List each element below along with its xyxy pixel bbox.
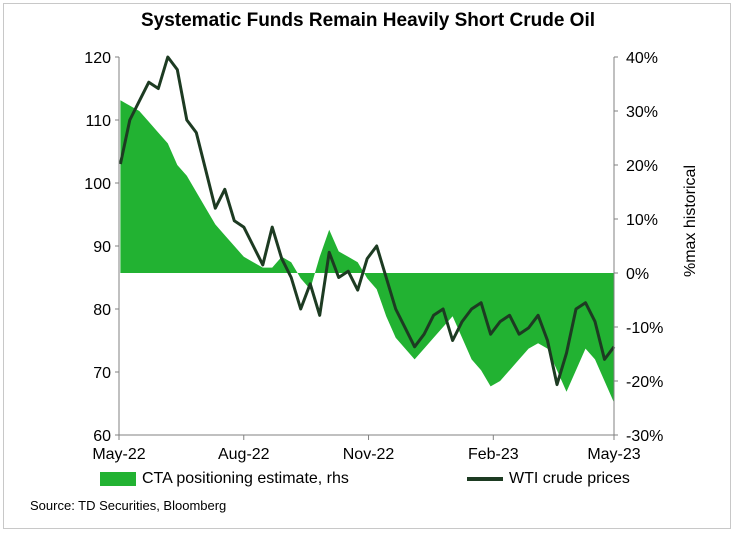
legend-wti: WTI crude prices — [467, 470, 630, 488]
left-tick-label: 90 — [93, 239, 111, 256]
x-tick-label: Feb-23 — [468, 446, 519, 463]
x-tick-label: May-22 — [92, 446, 145, 463]
right-tick-label: 30% — [626, 104, 658, 121]
chart-title: Systematic Funds Remain Heavily Short Cr… — [140, 10, 595, 31]
right-tick-label: 20% — [626, 158, 658, 175]
left-tick-label: 70 — [93, 365, 111, 382]
x-tick-label: Aug-22 — [218, 446, 270, 463]
right-axis-title: %max historical — [682, 165, 699, 277]
source-note: Source: TD Securities, Bloomberg — [30, 498, 227, 513]
chart-frame — [3, 3, 731, 529]
left-tick-label: 100 — [84, 176, 111, 193]
cta-area-series — [120, 100, 615, 403]
x-tick-label: May-23 — [587, 446, 640, 463]
legend-cta-label: CTA positioning estimate, rhs — [142, 470, 349, 487]
right-tick-label: -20% — [626, 374, 663, 391]
left-tick-label: 110 — [85, 113, 111, 130]
right-tick-label: -30% — [626, 428, 663, 445]
left-tick-label: 80 — [93, 302, 111, 319]
legend-cta-swatch — [100, 472, 136, 486]
legend-cta: CTA positioning estimate, rhs — [100, 470, 349, 488]
right-tick-label: 10% — [626, 212, 658, 229]
right-tick-label: 40% — [626, 50, 658, 67]
left-tick-label: 120 — [84, 50, 111, 67]
right-tick-label: 0% — [626, 266, 649, 283]
right-tick-label: -10% — [626, 320, 663, 337]
left-tick-label: 60 — [93, 428, 111, 445]
legend-wti-swatch — [467, 477, 503, 481]
wti-line-series — [118, 55, 616, 387]
legend-wti-label: WTI crude prices — [509, 470, 630, 487]
x-tick-label: Nov-22 — [343, 446, 395, 463]
